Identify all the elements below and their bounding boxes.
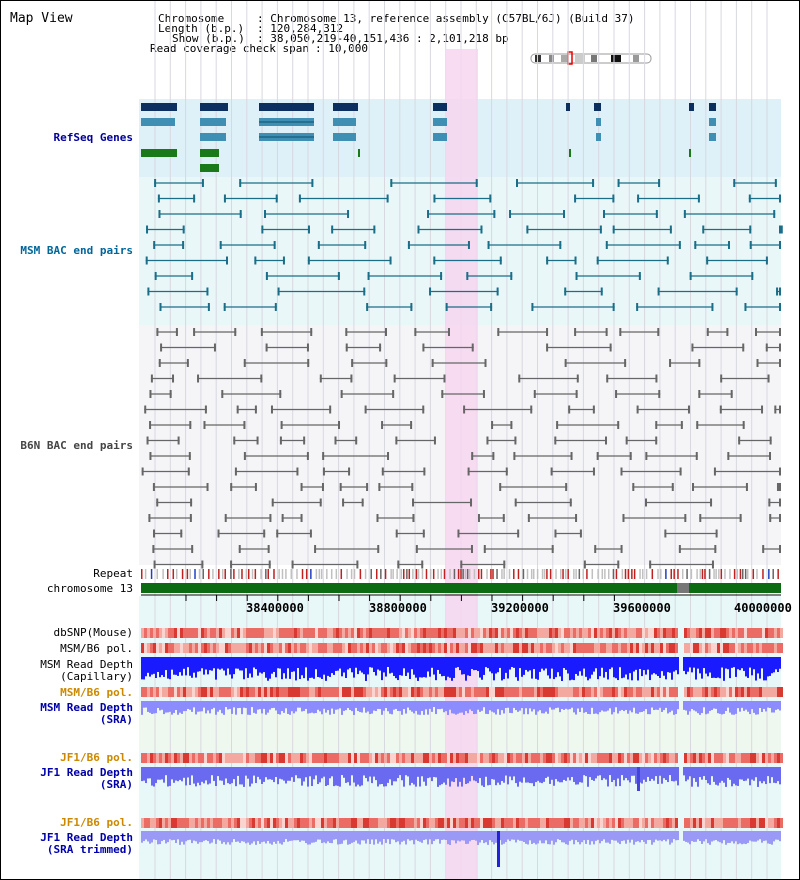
span-label: Read coverage check span: [150, 42, 309, 55]
selection-highlight[interactable]: [445, 49, 478, 879]
chromosome-label: Chromosome: [158, 12, 225, 25]
track-label-chromosome: chromosome 13: [46, 582, 133, 595]
refseq-gene[interactable]: [594, 103, 601, 111]
track-label-msm-pol: MSM/B6 pol.: [60, 642, 133, 655]
track-label-msm-sra-2: (SRA): [99, 713, 133, 726]
refseq-gene[interactable]: [358, 149, 360, 157]
track-label-msm-cap-2: (Capillary): [60, 670, 133, 683]
refseq-gene[interactable]: [709, 133, 716, 141]
track-label-jf1-sra-2: (SRA): [99, 778, 133, 791]
page-title: Map View: [10, 11, 73, 26]
axis-tick-label: 39600000: [613, 601, 671, 615]
refseq-gene[interactable]: [596, 133, 601, 141]
track-label-msm-cap-1: MSM Read Depth: [40, 658, 133, 671]
refseq-gene[interactable]: [259, 103, 314, 111]
coordinate-axis: [141, 594, 781, 601]
refseq-gene[interactable]: [141, 149, 177, 157]
track-label-jf1-sra-1: JF1 Read Depth: [40, 766, 133, 779]
track-label-msm-pol-2: MSM/B6 pol.: [60, 686, 133, 699]
refseq-gene[interactable]: [709, 118, 716, 126]
refseq-gene[interactable]: [709, 103, 716, 111]
refseq-gene[interactable]: [433, 133, 447, 141]
refseq-gene[interactable]: [200, 149, 219, 157]
length-value: : 120,284,312: [257, 22, 344, 35]
refseq-gene[interactable]: [433, 118, 447, 126]
track-label-jf1-pol: JF1/B6 pol.: [60, 751, 133, 764]
axis-tick-label: 38400000: [246, 601, 304, 615]
axis-tick-label: 40000000: [734, 601, 792, 615]
track-label-jf1-pol-2: JF1/B6 pol.: [60, 816, 133, 829]
track-label-repeat: Repeat: [93, 567, 133, 580]
refseq-gene[interactable]: [200, 103, 228, 111]
track-label-msm-sra-1: MSM Read Depth: [40, 701, 133, 714]
refseq-gene[interactable]: [200, 133, 226, 141]
track-label-jf1-trim-1: JF1 Read Depth: [40, 831, 133, 844]
span-value: : 10,000: [315, 42, 368, 55]
refseq-gene[interactable]: [689, 103, 694, 111]
track-label-refseq[interactable]: RefSeq Genes: [53, 131, 133, 144]
refseq-gene[interactable]: [596, 118, 601, 126]
track-label-jf1-trim-2: (SRA trimmed): [46, 843, 133, 856]
chromosome-bar[interactable]: [141, 583, 781, 593]
track-label-b6n-bac[interactable]: B6N BAC end pairs: [20, 439, 133, 452]
refseq-gene[interactable]: [333, 103, 358, 111]
refseq-gene[interactable]: [141, 118, 175, 126]
axis-tick-label: 39200000: [491, 601, 549, 615]
axis-tick-label: 38800000: [369, 601, 427, 615]
refseq-gene[interactable]: [566, 103, 570, 111]
chromosome-ideogram[interactable]: [530, 51, 652, 65]
length-label: Length (b.p.): [158, 22, 245, 35]
refseq-gene[interactable]: [333, 133, 356, 141]
track-label-dbsnp: dbSNP(Mouse): [53, 626, 133, 639]
refseq-gene[interactable]: [200, 118, 226, 126]
refseq-gene[interactable]: [333, 118, 356, 126]
refseq-gene[interactable]: [689, 149, 691, 157]
track-label-msm-bac[interactable]: MSM BAC end pairs: [20, 244, 133, 257]
refseq-gene[interactable]: [569, 149, 571, 157]
refseq-gene[interactable]: [200, 164, 219, 172]
refseq-gene[interactable]: [141, 103, 177, 111]
show-value: : 38,050,219-40,151,436 : 2,101,218 bp: [257, 32, 509, 45]
refseq-gene[interactable]: [433, 103, 447, 111]
